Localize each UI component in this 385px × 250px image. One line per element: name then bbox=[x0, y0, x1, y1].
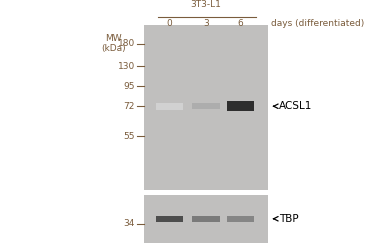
Text: 3: 3 bbox=[203, 19, 209, 28]
Text: 130: 130 bbox=[117, 62, 135, 71]
Text: 34: 34 bbox=[123, 219, 135, 228]
Text: 180: 180 bbox=[117, 39, 135, 48]
Bar bbox=[192, 216, 220, 222]
Text: ACSL1: ACSL1 bbox=[279, 101, 313, 111]
Bar bbox=[227, 102, 254, 111]
Text: 95: 95 bbox=[123, 82, 135, 91]
Text: 6: 6 bbox=[238, 19, 243, 28]
Bar bbox=[192, 103, 220, 110]
Text: days (differentiated): days (differentiated) bbox=[271, 19, 365, 28]
Bar bbox=[144, 195, 268, 242]
Text: TBP: TBP bbox=[279, 214, 299, 224]
Text: MW
(kDa): MW (kDa) bbox=[101, 34, 126, 53]
Text: 55: 55 bbox=[123, 132, 135, 141]
Bar bbox=[156, 103, 183, 110]
Bar bbox=[144, 25, 268, 190]
Bar bbox=[156, 216, 183, 222]
Bar bbox=[227, 216, 254, 222]
Text: 0: 0 bbox=[167, 19, 172, 28]
Text: 3T3-L1: 3T3-L1 bbox=[191, 0, 221, 9]
Text: 72: 72 bbox=[123, 102, 135, 111]
